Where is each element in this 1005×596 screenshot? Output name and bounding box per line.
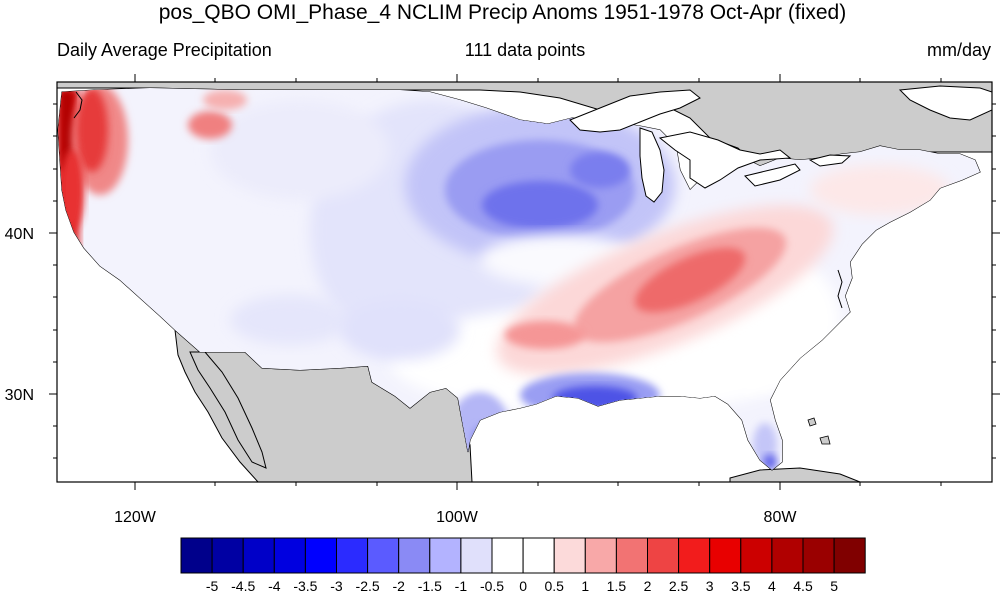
colorbar-label: 2.5 [669,578,689,594]
colorbar-swatch [678,537,711,574]
lake-ontario [808,154,852,167]
lon-tick-marks [134,74,942,490]
chesapeake-bay [837,269,843,309]
colorbar-swatch [553,537,586,574]
colorbar-label: -4 [268,578,281,594]
baja-california [189,351,267,469]
colorbar-label: -3.5 [293,578,317,594]
colorbar-label: -3 [330,578,343,594]
colorbar-swatch [336,537,369,574]
colorbar-label: -5 [206,578,219,594]
colorbar-swatch [273,537,306,574]
lake-huron [658,131,792,189]
subtitle-variable: Daily Average Precipitation [57,40,272,60]
lake-michigan [639,127,665,203]
subtitle-count: 111 data points [464,40,586,60]
colorbar-swatch [460,537,493,574]
colorbar-swatch [709,537,742,574]
colorbar-label: 0 [519,578,527,594]
colorbar-swatch [802,537,835,574]
colorbar-label: -4.5 [231,578,255,594]
colorbar-swatch [242,537,275,574]
colorbar-swatch [180,537,213,574]
colorbar-swatch [584,537,617,574]
colorbar-label: 3 [706,578,714,594]
colorbar-label: 2 [644,578,652,594]
colorbar-swatch [491,537,524,574]
lon-label-120w: 120W [114,509,157,526]
lon-label-100w: 100W [436,509,479,526]
colorbar-label: -1.5 [418,578,442,594]
lat-label-40n: 40N [5,226,34,243]
colorbar-label: 5 [830,578,838,594]
lat-tick-marks [49,103,1000,459]
puget-sound [73,91,83,119]
colorbar-label: 4 [768,578,776,594]
colorbar-label: -2 [392,578,405,594]
lake-erie [744,163,801,187]
colorbar-labels: -5 -4.5 -4 -3.5 -3 -2.5 -2 -1.5 -1 -0.5 0 0.5 1 1.5 2 2… [206,578,838,594]
lat-label-30n: 30N [5,387,34,404]
bahamas-islands [807,417,831,445]
colorbar-swatch [304,537,337,574]
colorbar-swatch [367,537,400,574]
colorbar-swatch [647,537,680,574]
colorbar-swatch [740,537,773,574]
colorbar-swatch [211,537,244,574]
map-title: pos_QBO OMI_Phase_4 NCLIM Precip Anoms 1… [158,1,847,24]
colorbar-swatch [771,537,804,574]
colorbar-label: 1 [581,578,589,594]
colorbar-label: -2.5 [356,578,380,594]
lake-superior [569,89,701,133]
colorbar-label: -0.5 [480,578,504,594]
colorbar-swatch [429,537,462,574]
cuba-island [729,467,861,482]
colorbar-label: 3.5 [731,578,751,594]
colorbar-label: 0.5 [544,578,564,594]
colorbar-label: 4.5 [793,578,813,594]
colorbar-swatch [833,537,866,574]
hudson-bay-coast [898,85,992,121]
subtitle-units: mm/day [926,40,991,60]
colorbar-swatch [615,537,649,574]
colorbar-swatch [398,537,431,574]
colorbar-label: 1.5 [607,578,627,594]
colorbar-label: -1 [455,578,468,594]
map-frame [56,81,993,483]
lon-label-80w: 80W [764,509,798,526]
colorbar [180,537,866,574]
colorbar-swatch [522,537,555,574]
